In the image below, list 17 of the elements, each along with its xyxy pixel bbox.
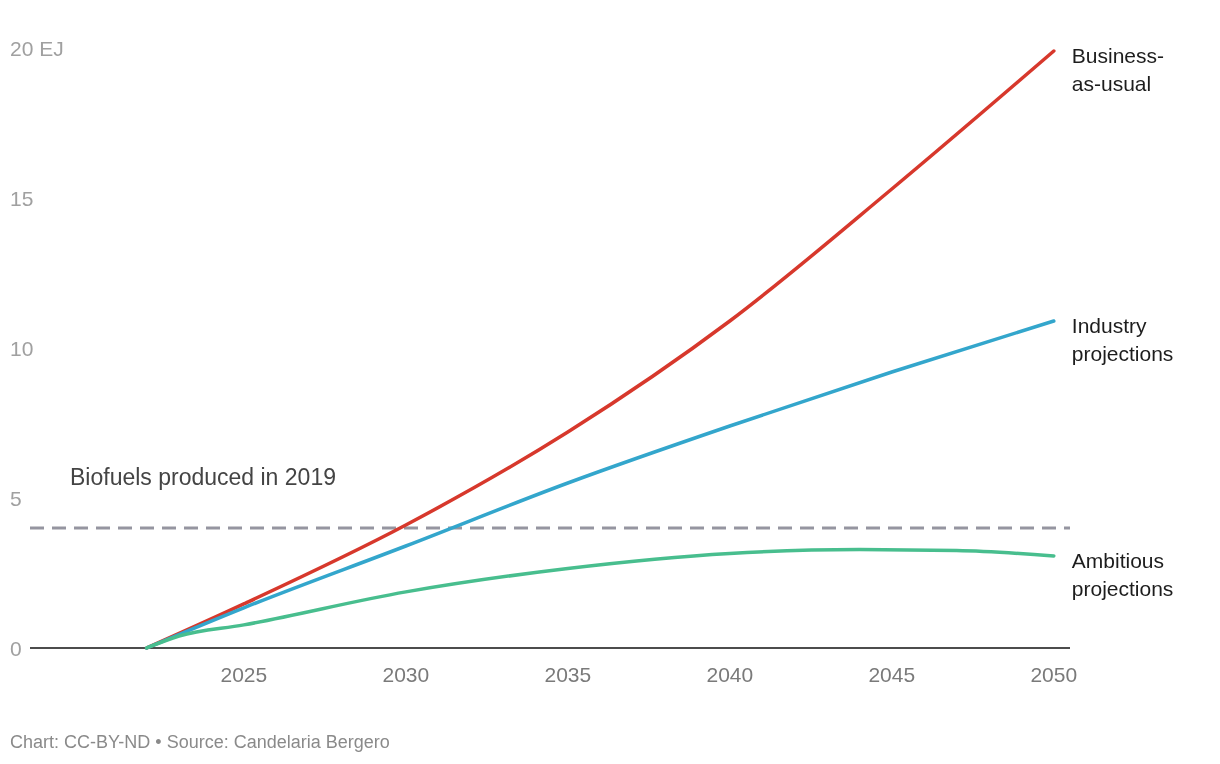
x-tick-label: 2040 (706, 663, 754, 686)
series-label: Business-as-usual (1071, 44, 1165, 95)
y-tick-label: 15 (10, 186, 34, 210)
line-series (144, 547, 1056, 650)
x-tick-label: 2050 (1030, 663, 1078, 686)
series-label: Industry projections (1071, 314, 1174, 365)
ref-line-label: Biofuels produced in 2019 (70, 464, 336, 490)
x-tick-label: 2030 (382, 663, 430, 686)
y-tick-label: 20 EJ (10, 36, 64, 60)
text: Chart: CC-BY-ND • Source: Candelaria Bergero (10, 732, 390, 752)
y-tick-label: 10 (10, 336, 34, 360)
y-tick-label: 0 (10, 636, 22, 660)
x-tick-label: 2025 (220, 663, 268, 686)
x-tick-label: 2045 (868, 663, 916, 686)
series-label: Ambitious projections (1071, 548, 1174, 600)
y-tick-label: 5 (10, 486, 22, 510)
x-tick-label: 2035 (544, 663, 592, 686)
